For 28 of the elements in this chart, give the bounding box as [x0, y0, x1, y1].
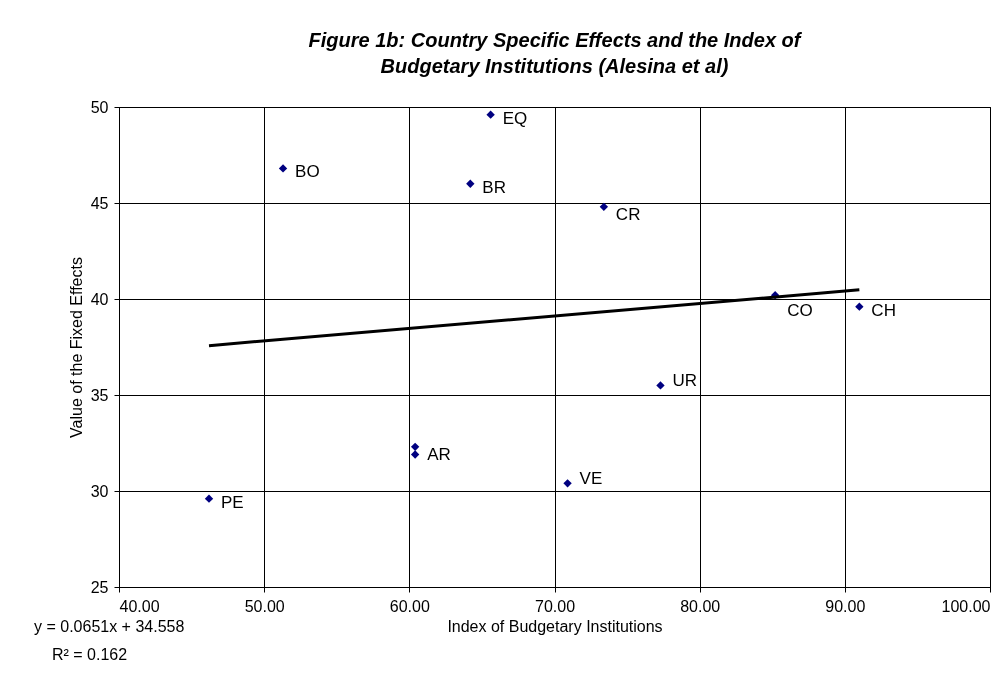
y-tick-label: 30	[90, 482, 109, 500]
annotation: PE	[221, 492, 244, 512]
x-axis-title: Index of Budgetary Institutions	[447, 617, 663, 635]
text: R² = 0.162	[52, 646, 128, 663]
y-tick-label: 35	[90, 386, 109, 404]
y-tick-label: 45	[90, 194, 109, 212]
annotation: CR	[615, 204, 641, 224]
x-tick-label: 40.00	[119, 597, 160, 615]
annotation: VE	[579, 469, 603, 489]
x-tick-label: 50.00	[244, 597, 285, 615]
y-tick-label: 25	[90, 578, 109, 596]
x-tick-label: 60.00	[389, 597, 430, 615]
x-tick-label: 80.00	[680, 597, 721, 615]
annotation: BR	[482, 177, 506, 197]
annotation: AR	[427, 444, 451, 464]
y-axis-title: Value of the Fixed Effects	[67, 257, 85, 438]
y-tick-label: 40	[90, 290, 109, 308]
x-tick-label: 70.00	[534, 597, 576, 615]
chart-title: Figure 1b: Country Specific Effects and the Index of Budgetary Institutions (Alesina et al)	[308, 29, 803, 77]
annotation: CH	[871, 300, 896, 320]
text: y = 0.0651x + 34.558	[34, 618, 185, 635]
x-tick-label: 90.00	[825, 597, 866, 615]
y-tick-label: 50	[90, 98, 109, 116]
annotation: BO	[295, 162, 320, 182]
annotation: UR	[672, 371, 698, 391]
x-tick-label: 100.00	[941, 597, 991, 615]
annotation: EQ	[502, 108, 528, 128]
annotation: CO	[787, 301, 813, 321]
